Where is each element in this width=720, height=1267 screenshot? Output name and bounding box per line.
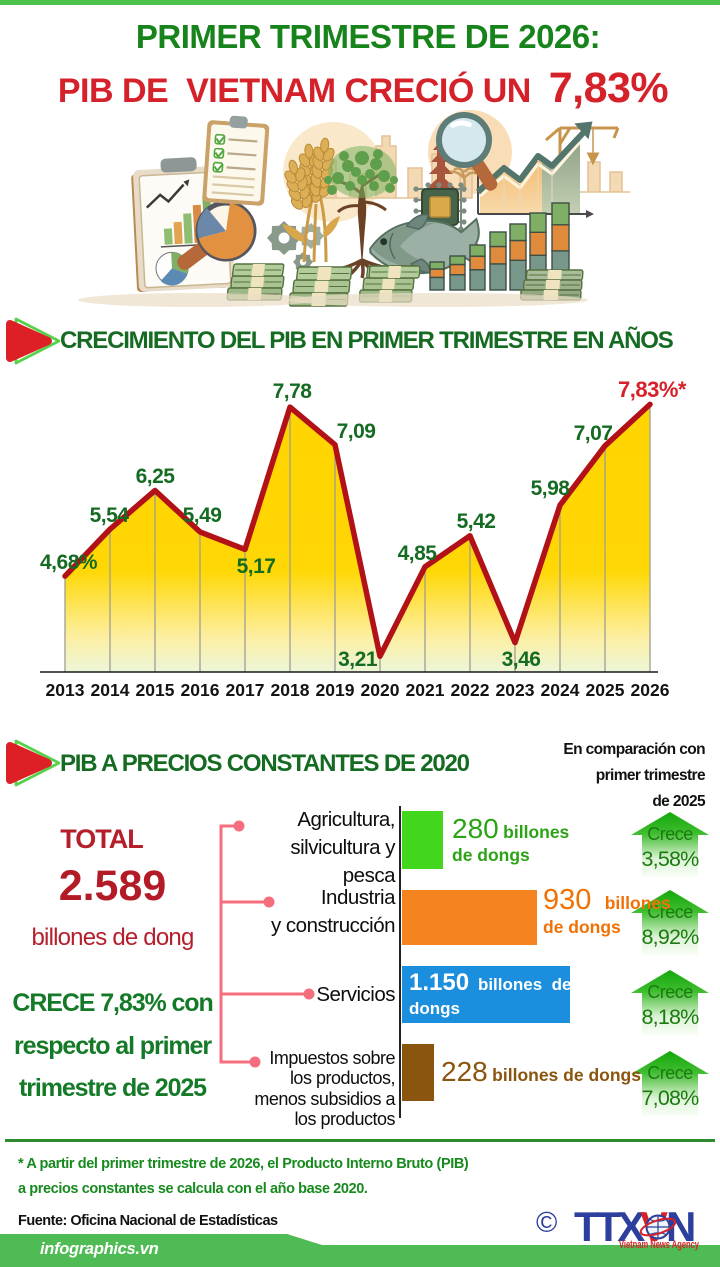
svg-text:8,92%: 8,92% (642, 925, 700, 949)
svg-text:5,17: 5,17 (237, 555, 276, 578)
svg-text:2025: 2025 (586, 680, 625, 700)
svg-text:2018: 2018 (271, 680, 310, 700)
svg-text:7,07: 7,07 (574, 422, 613, 445)
svg-text:4,68%: 4,68% (40, 551, 98, 574)
svg-text:Crece: Crece (647, 824, 693, 844)
svg-text:Crece: Crece (647, 902, 693, 922)
svg-text:7,09: 7,09 (337, 420, 376, 443)
svg-text:2015: 2015 (136, 680, 175, 700)
svg-text:2017: 2017 (226, 680, 265, 700)
svg-text:2022: 2022 (451, 680, 490, 700)
svg-text:2019: 2019 (316, 680, 355, 700)
svg-text:2013: 2013 (46, 680, 85, 700)
svg-text:2020: 2020 (361, 680, 400, 700)
svg-text:3,58%: 3,58% (642, 847, 700, 871)
svg-text:Vietnam News Agency: Vietnam News Agency (619, 1239, 700, 1251)
svg-text:2016: 2016 (181, 680, 220, 700)
svg-text:2023: 2023 (496, 680, 535, 700)
svg-text:Crece: Crece (647, 982, 693, 1002)
svg-text:4,85: 4,85 (398, 542, 438, 565)
svg-text:2021: 2021 (406, 680, 445, 700)
svg-text:2014: 2014 (91, 680, 130, 700)
svg-text:5,49: 5,49 (183, 504, 222, 527)
svg-text:Crece: Crece (647, 1063, 693, 1083)
svg-text:3,46: 3,46 (502, 648, 541, 671)
svg-text:TTX: TTX (574, 1203, 645, 1250)
svg-text:3,21: 3,21 (338, 648, 378, 671)
svg-text:8,18%: 8,18% (642, 1005, 700, 1029)
svg-text:6,25: 6,25 (136, 465, 176, 488)
svg-text:2024: 2024 (541, 680, 580, 700)
svg-text:©: © (536, 1207, 557, 1239)
svg-text:7,08%: 7,08% (642, 1086, 700, 1110)
svg-text:7,83%*: 7,83%* (618, 377, 687, 402)
svg-text:5,42: 5,42 (457, 510, 496, 533)
svg-text:7,78: 7,78 (273, 380, 313, 403)
svg-text:5,54: 5,54 (90, 504, 130, 527)
svg-text:2026: 2026 (631, 680, 670, 700)
svg-text:5,98: 5,98 (531, 477, 571, 500)
